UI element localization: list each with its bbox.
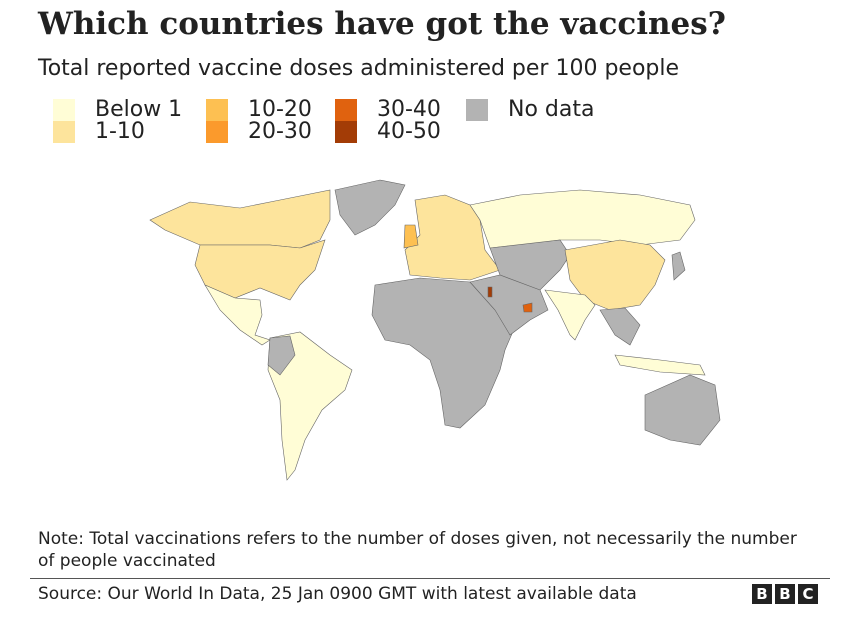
region-southeast-asia (599, 307, 641, 346)
region-india (544, 289, 596, 341)
bbc-logo: B B C (752, 584, 818, 604)
logo-letter: B (752, 584, 772, 604)
logo-letter: C (798, 584, 818, 604)
legend-item-40-50: 40-50 (335, 119, 441, 144)
legend-label: 20-30 (248, 119, 312, 144)
region-canada (149, 189, 331, 249)
legend-item-30-40: 30-40 (335, 97, 441, 122)
legend-swatch (466, 98, 488, 121)
legend-label: 40-50 (377, 119, 441, 144)
legend-label: 1-10 (95, 119, 145, 144)
logo-letter: B (775, 584, 795, 604)
chart-title: Which countries have got the vaccines? (38, 6, 726, 42)
legend-label: Below 1 (95, 97, 183, 122)
region-israel (487, 286, 493, 298)
region-indonesia (614, 354, 706, 376)
region-russia (469, 189, 696, 249)
legend-item-1-10: 1-10 (53, 119, 145, 144)
divider (30, 578, 830, 579)
legend-swatch (206, 98, 228, 121)
region-greenland (334, 179, 406, 236)
region-china (564, 239, 666, 311)
legend-label: 10-20 (248, 97, 312, 122)
legend-item-no-data: No data (466, 97, 594, 122)
region-usa (194, 239, 326, 301)
legend-label: No data (508, 97, 595, 122)
chart-subtitle: Total reported vaccine doses administere… (38, 56, 680, 81)
legend-swatch (53, 98, 75, 121)
legend-swatch (335, 120, 357, 143)
legend-item-10-20: 10-20 (206, 97, 312, 122)
note-text: Note: Total vaccinations refers to the n… (38, 529, 797, 571)
legend-item-below-1: Below 1 (53, 97, 182, 122)
legend-swatch (335, 98, 357, 121)
region-south-america (267, 331, 353, 481)
region-japan (671, 251, 686, 281)
region-mexico-central-america (204, 284, 271, 346)
source-text: Source: Our World In Data, 25 Jan 0900 G… (38, 584, 637, 604)
region-south-america-nodata (267, 335, 296, 376)
region-australia (644, 374, 721, 446)
legend-label: 30-40 (377, 97, 441, 122)
region-uk (403, 224, 419, 249)
region-uae (522, 302, 533, 313)
legend-swatch (206, 120, 228, 143)
world-map (149, 179, 721, 481)
legend-item-20-30: 20-30 (206, 119, 312, 144)
legend-swatch (53, 120, 75, 143)
